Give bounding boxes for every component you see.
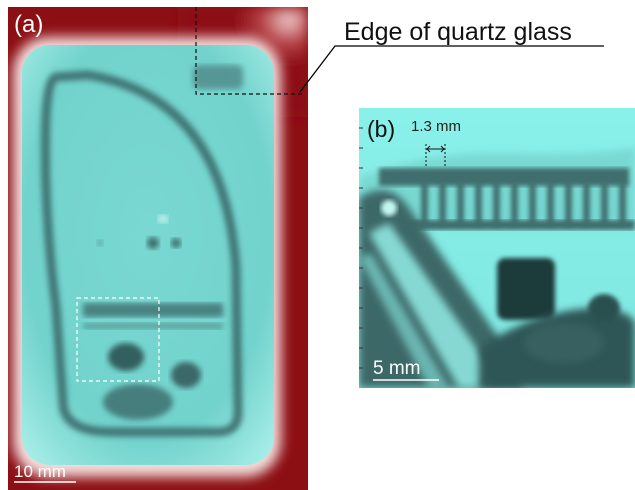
panel-b: (b) 1.3 mm 5 mm — [359, 108, 635, 388]
panel-b-ticks — [359, 127, 363, 369]
panel-a-scale-label: 10 mm — [14, 462, 66, 481]
selection-box — [76, 297, 160, 382]
dimension-marker — [425, 144, 446, 168]
panel-b-scale-label: 5 mm — [373, 358, 421, 379]
panel-a: (a) 10 mm — [8, 7, 308, 490]
panel-b-dimension-label: 1.3 mm — [411, 118, 462, 135]
panel-a-label: (a) — [14, 11, 44, 38]
quartz-edge-box — [195, 7, 303, 95]
panel-b-label: (b) — [367, 116, 396, 142]
panel-b-image — [359, 108, 635, 388]
panel-a-image — [8, 7, 308, 490]
quartz-edge-annotation: Edge of quartz glass — [344, 18, 572, 46]
